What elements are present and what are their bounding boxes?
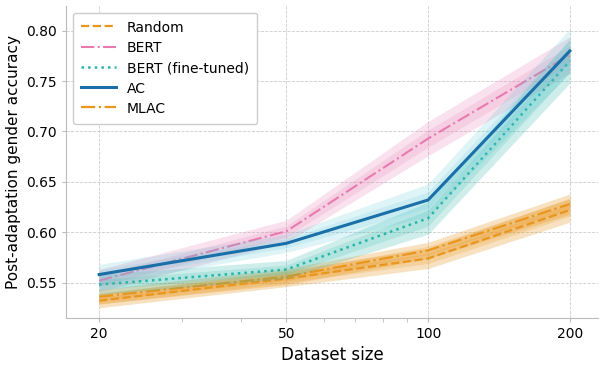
Line: AC: AC [99,51,570,275]
AC [95,272,103,277]
BERT [425,136,432,141]
BERT (fine-tuned) [95,282,103,287]
AC [425,198,432,202]
MLAC [566,202,573,206]
Random [425,256,432,260]
BERT (fine-tuned) [425,216,432,221]
MLAC [283,274,290,279]
BERT [566,53,573,57]
Line: BERT: BERT [99,55,570,280]
Random [95,299,103,303]
BERT (fine-tuned) [283,267,290,272]
BERT [283,229,290,233]
MLAC [425,248,432,253]
Random [283,276,290,281]
X-axis label: Dataset size: Dataset size [281,346,384,364]
AC [283,241,290,246]
Random [566,208,573,212]
BERT [95,278,103,283]
Line: Random: Random [99,210,570,301]
Line: MLAC: MLAC [99,204,570,297]
Line: BERT (fine-tuned): BERT (fine-tuned) [99,61,570,285]
AC [566,49,573,53]
Legend: Random, BERT, BERT (fine-tuned), AC, MLAC: Random, BERT, BERT (fine-tuned), AC, MLA… [73,13,257,124]
Y-axis label: Post-adaptation gender accuracy: Post-adaptation gender accuracy [5,35,21,289]
MLAC [95,295,103,299]
BERT (fine-tuned) [566,59,573,63]
